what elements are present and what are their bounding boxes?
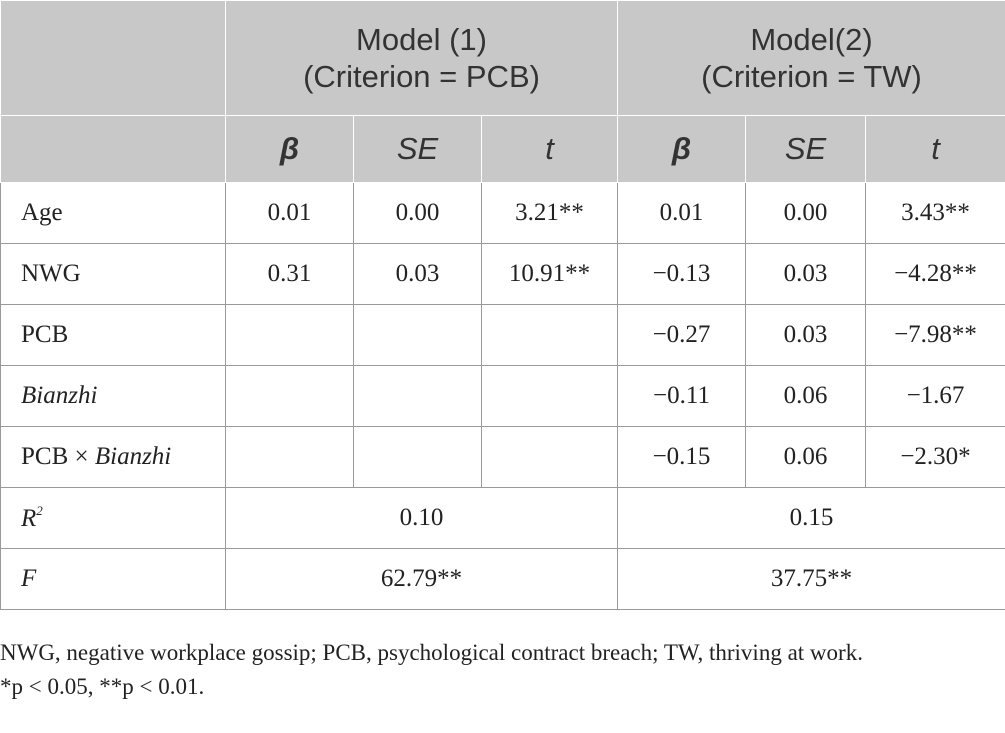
m1-t-cell: 10.91** bbox=[480, 243, 619, 305]
table-row: PCB × Bianzhi −0.15 0.06 −2.30* bbox=[0, 426, 1005, 488]
m1-t-cell bbox=[480, 304, 619, 366]
header-empty-cell bbox=[0, 115, 226, 183]
m1-beta-cell: 0.01 bbox=[225, 182, 354, 244]
m2-beta-cell: −0.11 bbox=[617, 365, 747, 427]
m1-se-cell bbox=[353, 365, 482, 427]
m2-beta-cell: −0.27 bbox=[617, 304, 747, 366]
header-row-models: Model (1) (Criterion = PCB) Model(2) (Cr… bbox=[0, 0, 1005, 116]
m1-t-cell: 3.21** bbox=[480, 182, 619, 244]
m2-se-header: SE bbox=[745, 115, 867, 183]
m2-r2-cell: 0.15 bbox=[617, 487, 1005, 549]
row-label-f: F bbox=[0, 548, 226, 610]
table-footnote: NWG, negative workplace gossip; PCB, psy… bbox=[0, 636, 1005, 704]
m1-se-cell bbox=[353, 426, 482, 488]
m2-se-cell: 0.06 bbox=[745, 365, 867, 427]
row-label-age: Age bbox=[0, 182, 226, 244]
m2-beta-cell: −0.15 bbox=[617, 426, 747, 488]
significance-note: *p < 0.05, **p < 0.01. bbox=[0, 674, 205, 699]
m1-beta-cell bbox=[225, 365, 354, 427]
m1-beta-cell bbox=[225, 426, 354, 488]
table-row-r2: R2 0.10 0.15 bbox=[0, 487, 1005, 549]
row-label-bianzhi: Bianzhi bbox=[0, 365, 226, 427]
m1-t-cell bbox=[480, 365, 619, 427]
row-label-interaction: PCB × Bianzhi bbox=[0, 426, 226, 488]
r2-label: R bbox=[21, 505, 37, 532]
m1-se-header: SE bbox=[353, 115, 482, 183]
regression-table: Model (1) (Criterion = PCB) Model(2) (Cr… bbox=[0, 0, 1005, 610]
m2-se-cell: 0.03 bbox=[745, 304, 867, 366]
model-1-title: Model (1) bbox=[356, 22, 487, 57]
m2-t-cell: −7.98** bbox=[865, 304, 1005, 366]
m1-t-cell bbox=[480, 426, 619, 488]
m2-se-cell: 0.00 bbox=[745, 182, 867, 244]
m2-t-cell: −4.28** bbox=[865, 243, 1005, 305]
header-row-stats: β SE t β SE t bbox=[0, 115, 1005, 183]
m2-se-cell: 0.03 bbox=[745, 243, 867, 305]
row-label-nwg: NWG bbox=[0, 243, 226, 305]
m2-beta-header: β bbox=[617, 115, 747, 183]
m1-se-cell: 0.00 bbox=[353, 182, 482, 244]
row-label-pcb: PCB bbox=[0, 304, 226, 366]
m2-se-cell: 0.06 bbox=[745, 426, 867, 488]
m1-se-cell: 0.03 bbox=[353, 243, 482, 305]
m1-se-cell bbox=[353, 304, 482, 366]
m2-t-cell: 3.43** bbox=[865, 182, 1005, 244]
table-row: PCB −0.27 0.03 −7.98** bbox=[0, 304, 1005, 366]
m2-t-cell: −2.30* bbox=[865, 426, 1005, 488]
interaction-label-bianzhi: Bianzhi bbox=[94, 443, 172, 470]
m2-f-cell: 37.75** bbox=[617, 548, 1005, 610]
m1-f-cell: 62.79** bbox=[224, 548, 619, 610]
abbreviation-note: NWG, negative workplace gossip; PCB, psy… bbox=[0, 640, 863, 665]
m1-r2-cell: 0.10 bbox=[224, 487, 619, 549]
header-empty-cell bbox=[0, 0, 226, 116]
interaction-label-pcb: PCB × bbox=[21, 443, 95, 470]
table-row-f: F 62.79** 37.75** bbox=[0, 548, 1005, 610]
model-2-header: Model(2) (Criterion = TW) bbox=[617, 0, 1005, 116]
m2-t-header: t bbox=[865, 115, 1005, 183]
table-row: NWG 0.31 0.03 10.91** −0.13 0.03 −4.28** bbox=[0, 243, 1005, 305]
model-2-criterion: (Criterion = TW) bbox=[701, 59, 922, 94]
model-2-title: Model(2) bbox=[750, 22, 873, 57]
row-label-r2: R2 bbox=[0, 487, 226, 549]
m1-beta-cell: 0.31 bbox=[225, 243, 354, 305]
m1-t-header: t bbox=[480, 115, 619, 183]
m2-beta-cell: −0.13 bbox=[617, 243, 747, 305]
table-row: Age 0.01 0.00 3.21** 0.01 0.00 3.43** bbox=[0, 182, 1005, 244]
m2-beta-cell: 0.01 bbox=[617, 182, 747, 244]
table-row: Bianzhi −0.11 0.06 −1.67 bbox=[0, 365, 1005, 427]
m1-beta-header: β bbox=[225, 115, 354, 183]
r2-superscript: 2 bbox=[36, 503, 43, 518]
m2-t-cell: −1.67 bbox=[865, 365, 1005, 427]
model-1-header: Model (1) (Criterion = PCB) bbox=[224, 0, 619, 116]
model-1-criterion: (Criterion = PCB) bbox=[303, 59, 540, 94]
m1-beta-cell bbox=[225, 304, 354, 366]
